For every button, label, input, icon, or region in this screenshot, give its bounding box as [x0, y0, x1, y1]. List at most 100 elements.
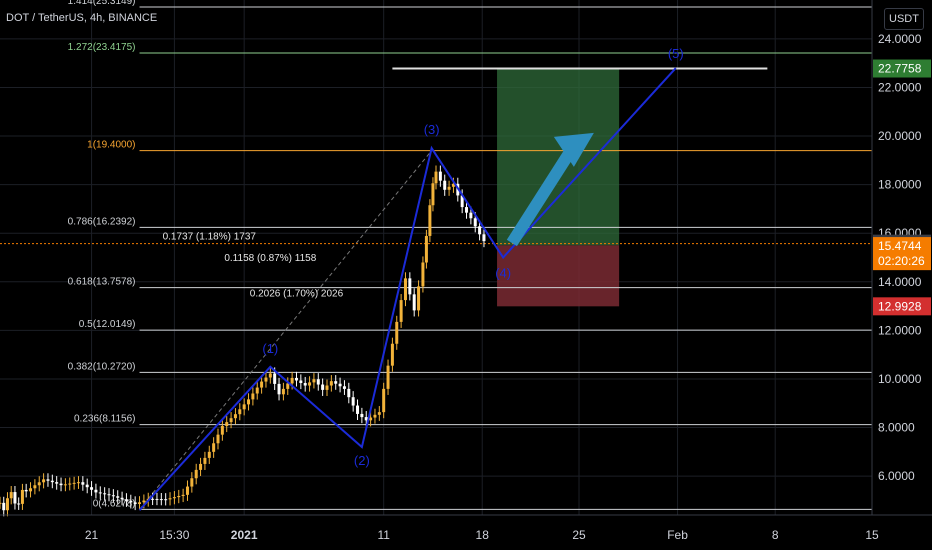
candle-body [242, 404, 246, 410]
candle-body [199, 463, 203, 470]
stop-zone [497, 245, 620, 307]
fib-level-label: 1.414(25.3149) [68, 0, 136, 7]
candle-body [281, 388, 285, 395]
candle-body [264, 377, 268, 382]
candle-body [421, 262, 425, 287]
candle-body [50, 480, 54, 483]
candle-body [124, 499, 128, 501]
candle-body [155, 498, 159, 500]
candle-body [76, 482, 80, 484]
wave-label: (5) [668, 46, 684, 61]
measurement-label: 0.1158 (0.87%) 1158 [224, 253, 316, 264]
candle-body [107, 494, 111, 496]
candle-body [20, 489, 24, 504]
candle-body [386, 365, 390, 389]
candle-body [13, 492, 17, 504]
candle-body [120, 497, 124, 500]
price-tag-label: 22.7758 [878, 62, 922, 76]
y-tick-label: 14.0000 [878, 275, 922, 289]
wave-path [138, 67, 677, 511]
candle-body [63, 484, 67, 486]
currency-unit-button[interactable]: USDT [884, 8, 924, 30]
candle-body [377, 412, 381, 415]
wave-label: (1) [262, 341, 278, 356]
candle-body [29, 488, 33, 492]
candle-body [238, 409, 242, 415]
x-tick-label: 18 [476, 528, 490, 542]
y-tick-label: 12.0000 [878, 323, 922, 337]
candle-body [351, 397, 355, 406]
candle-body [142, 500, 146, 503]
measurement-label: 0.1737 (1.18%) 1737 [163, 231, 257, 242]
fib-level-label: 0.786(16.2392) [68, 216, 136, 227]
candle-body [0, 502, 2, 504]
candle-body [229, 418, 233, 423]
fib-level-label: 0.618(13.7578) [68, 277, 136, 288]
y-tick-label: 18.0000 [878, 178, 922, 192]
fibonacci-levels: 1.414(25.3149) 1.272(23.4175) 1(19.4000) 0.… [0, 0, 872, 510]
candle-body [111, 495, 115, 497]
candle-body [216, 434, 220, 444]
candle-body [46, 479, 50, 481]
candle-body [159, 499, 163, 501]
candle-body [308, 382, 312, 386]
wave-label: (2) [354, 453, 370, 468]
wave-label: (4) [495, 266, 511, 281]
candle-body [443, 180, 447, 190]
price-axis-panel [872, 0, 932, 550]
candle-body [247, 399, 251, 405]
candle-body [451, 183, 455, 187]
candle-body [390, 343, 394, 366]
candle-body [203, 457, 207, 464]
candle-body [85, 484, 89, 488]
candle-body [303, 383, 307, 386]
candle-body [37, 482, 41, 486]
candle-body [17, 503, 21, 505]
candle-body [129, 500, 133, 503]
candle-body [251, 393, 255, 400]
candle-body [190, 478, 194, 487]
candle-body [395, 321, 399, 344]
projection-arrow-head [553, 132, 594, 167]
candle-body [473, 218, 477, 227]
candle-body [356, 405, 360, 414]
candle-body [408, 278, 412, 295]
time-axis[interactable]: 21 15:30 2021 11 18 25 Feb 8 15 [0, 514, 932, 542]
price-tag [873, 59, 931, 78]
candle-body [431, 183, 435, 206]
candle-body [286, 383, 290, 389]
candle-body [273, 373, 277, 384]
candle-body [133, 502, 137, 505]
candle-body [2, 502, 6, 511]
x-tick-label: 15:30 [159, 528, 189, 542]
candle-body [329, 381, 333, 386]
candle-body [399, 300, 403, 322]
candle-body [268, 373, 272, 378]
y-tick-label: 8.0000 [878, 421, 915, 435]
candle-body [260, 381, 264, 388]
candle-body [81, 482, 85, 485]
candle-body [207, 451, 211, 458]
candle-body [42, 479, 46, 483]
x-tick-label: 2021 [231, 528, 258, 542]
candle-body [90, 487, 94, 490]
candle-body [364, 417, 368, 421]
candle-body [434, 171, 438, 184]
candle-body [438, 171, 442, 181]
candle-body [5, 498, 9, 511]
candle-body [225, 422, 229, 426]
y-tick-label: 22.0000 [878, 80, 922, 94]
candle-body [181, 494, 185, 496]
candle-body [478, 226, 482, 235]
candle-body [465, 207, 469, 213]
chart-overlays: 0.1737 (1.18%) 1737 0.1158 (0.87%) 1158 0.… [163, 132, 594, 299]
price-axis[interactable]: 6.00008.000010.000012.000014.000016.0000… [871, 0, 932, 550]
candle-body [233, 414, 237, 419]
candle-body [194, 469, 198, 479]
candle-body [321, 384, 325, 390]
candle-body [277, 383, 281, 395]
symbol-title: DOT / TetherUS, 4h, BINANCE [6, 12, 158, 24]
candle-body [447, 186, 451, 190]
candle-body [185, 486, 189, 495]
